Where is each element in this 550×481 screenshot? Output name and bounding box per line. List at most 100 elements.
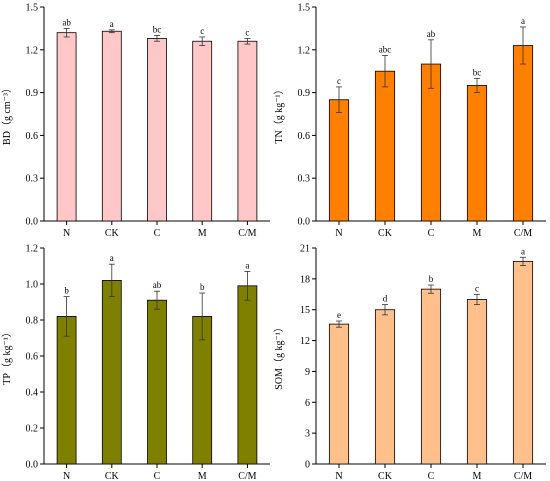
som-error-bar [382,304,388,316]
bd-significance-label: a [110,19,114,29]
som-significance-label: a [521,246,525,256]
tp-bar-n [56,315,77,465]
som-y-tick-label: 3 [305,429,310,440]
som-y-tick-label: 18 [300,274,310,285]
som-error-bar [520,256,526,266]
bd-x-tick-label: M [198,228,207,239]
bd-x-tick-label: C [154,228,161,239]
bd-bar-n [56,32,77,222]
panel-bd: 0.0 0.3 0.6 0.9 1.2 1.5 BD（g cm⁻³） ab Na CK bc Cc Mc… [1,3,270,239]
tp-x-tick-label: M [198,471,207,481]
tn-error-bar [336,86,342,113]
tn-bar-m [466,85,488,222]
tn-x-tick-label: C [428,228,435,239]
som-bar-c [420,288,442,465]
tn-x-tick-label: N [335,228,342,239]
tn-bar-n [328,99,350,222]
bd-bar-ck [101,30,122,222]
tn-x-tick-label: M [473,228,482,239]
tn-y-tick-label: 1.2 [298,45,311,56]
bd-y-tick-label: 1.2 [26,45,39,56]
som-significance-label: e [337,310,341,320]
tn-significance-label: abc [379,45,392,55]
som-error-bar [336,320,342,328]
bd-bar-c-m [237,40,258,222]
som-y-tick-label: 0 [305,460,310,471]
tp-significance-label: b [200,282,205,292]
tn-significance-label: a [521,16,525,26]
bd-significance-label: c [200,26,204,36]
tn-y-tick-label: 0.9 [298,88,311,99]
tp-y-tick-label: 0.2 [26,424,39,435]
tn-error-bar [520,26,526,65]
bd-error-bar [63,27,70,38]
tp-significance-label: a [110,253,114,263]
tn-bar-c-m [512,45,534,222]
bd-y-tick-label: 0.6 [26,131,39,142]
tn-x-tick-label: C/M [514,228,532,239]
tp-error-bar [63,296,70,337]
tp-error-bar [199,292,206,341]
tp-y-tick-label: 0.8 [26,316,39,327]
som-bar-m [466,299,488,465]
som-error-bar [428,284,434,294]
tp-significance-label: ab [153,280,162,290]
bd-x-tick-label: C/M [238,228,256,239]
bd-y-axis-title: BD（g cm⁻³） [1,83,13,145]
som-y-tick-label: 9 [305,367,310,378]
som-bar-ck [374,309,396,465]
tn-significance-label: ab [427,29,436,39]
bd-bar-m [192,40,213,222]
tn-significance-label: bc [473,67,482,77]
som-x-tick-label: C/M [514,471,532,481]
som-bar-n [328,323,350,465]
tn-y-tick-label: 1.5 [298,3,311,14]
som-x-tick-label: CK [378,471,393,481]
tp-error-bar [108,263,115,298]
tp-x-tick-label: C [154,471,161,481]
tp-x-tick-label: N [63,471,70,481]
som-y-tick-label: 15 [300,305,310,316]
bd-significance-label: bc [153,25,162,35]
som-significance-label: b [429,274,434,284]
som-bar-c-m [512,260,534,465]
tn-y-tick-label: 0.6 [298,131,311,142]
panel-som: 0 3 6 9 12 15 18 21 SOM（g kg⁻¹） e Nd CK b Cc Ma C/M [273,244,546,481]
tp-error-bar [154,290,160,310]
bd-x-tick-label: N [63,228,70,239]
tp-error-bar [244,270,251,301]
tn-bar-ck [374,70,396,222]
tn-error-bar [428,39,434,89]
tp-significance-label: b [64,286,69,296]
som-significance-label: d [383,294,388,304]
tn-error-bar [382,55,388,88]
tn-x-tick-label: CK [378,228,393,239]
som-y-tick-label: 6 [305,398,310,409]
tn-significance-label: c [337,76,341,86]
bd-significance-label: c [245,27,249,37]
som-y-tick-label: 12 [300,336,310,347]
bd-bar-c [147,37,167,222]
bd-y-tick-label: 0.3 [26,174,39,185]
tn-y-axis-title: TN（g kg⁻¹） [273,84,285,143]
tp-y-tick-label: 0.0 [26,460,39,471]
som-x-tick-label: N [335,471,342,481]
som-significance-label: c [475,283,479,293]
tp-y-tick-label: 0.6 [26,352,39,363]
tp-bar-c [147,299,167,465]
som-y-axis-title: SOM（g kg⁻¹） [273,322,285,389]
panel-tp: 0.0 0.2 0.4 0.6 0.8 1.0 1.2 TP（g kg⁻¹） b Na CK ab Cb… [1,244,270,481]
tp-bar-c-m [237,285,258,465]
bd-y-tick-label: 0.0 [26,217,39,228]
tn-error-bar [474,77,480,93]
som-error-bar [474,293,480,305]
tp-x-tick-label: C/M [238,471,256,481]
bd-error-bar [154,35,160,42]
tp-x-tick-label: CK [105,471,120,481]
tn-y-tick-label: 0.3 [298,174,311,185]
tp-y-axis-title: TP（g kg⁻¹） [1,327,13,384]
bd-error-bar [199,36,206,46]
tp-y-tick-label: 0.4 [26,388,39,399]
